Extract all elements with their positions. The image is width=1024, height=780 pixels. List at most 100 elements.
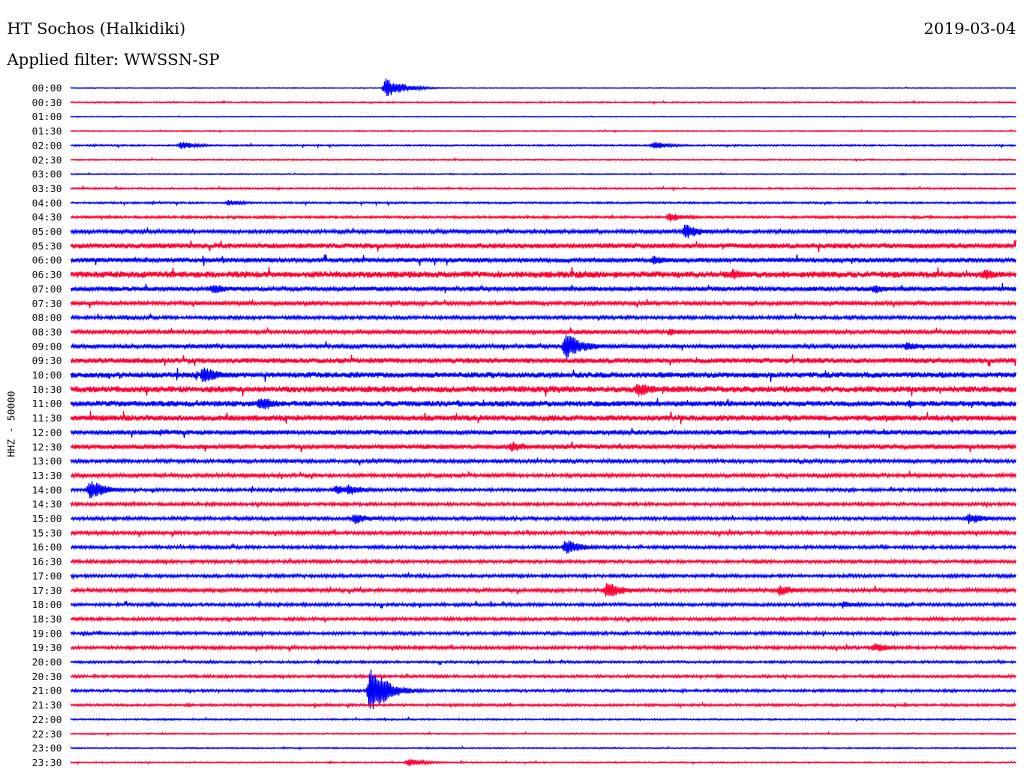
trace-2100 xyxy=(70,669,1017,710)
row-label: 11:00 xyxy=(32,399,62,410)
trace-1900 xyxy=(70,629,1017,638)
row-label: 12:00 xyxy=(32,428,62,439)
row-label: 00:30 xyxy=(32,98,62,109)
row-label: 01:30 xyxy=(32,127,62,138)
row-label: 19:30 xyxy=(32,643,62,654)
trace-1030 xyxy=(70,383,1017,397)
row-label: 04:30 xyxy=(32,213,62,224)
row-label: 06:00 xyxy=(32,256,62,267)
trace-2230 xyxy=(70,730,1017,737)
row-label: 01:00 xyxy=(32,112,62,123)
trace-0430 xyxy=(70,213,1017,222)
trace-1630 xyxy=(70,557,1017,566)
row-label: 17:00 xyxy=(32,571,62,582)
row-label: 06:30 xyxy=(32,270,62,281)
row-label: 16:00 xyxy=(32,543,62,554)
trace-1000 xyxy=(70,367,1017,383)
row-label: 17:30 xyxy=(32,586,62,597)
trace-0630 xyxy=(70,266,1017,280)
trace-0600 xyxy=(70,254,1017,267)
trace-1100 xyxy=(70,398,1017,410)
trace-0230 xyxy=(70,156,1017,163)
row-label: 23:30 xyxy=(32,758,62,769)
row-label: 02:00 xyxy=(32,141,62,152)
row-label: 21:30 xyxy=(32,701,62,712)
row-label: 07:30 xyxy=(32,299,62,310)
row-label: 10:00 xyxy=(32,371,62,382)
trace-0900 xyxy=(70,335,1017,360)
row-label: 12:30 xyxy=(32,442,62,453)
row-label: 21:00 xyxy=(32,686,62,697)
row-label: 23:00 xyxy=(32,744,62,755)
trace-1600 xyxy=(70,540,1017,554)
row-label: 20:00 xyxy=(32,658,62,669)
trace-0300 xyxy=(70,171,1017,177)
row-label: 20:30 xyxy=(32,672,62,683)
row-label: 09:30 xyxy=(32,356,62,367)
trace-2030 xyxy=(70,672,1017,681)
trace-0830 xyxy=(70,327,1017,336)
station-title: HT Sochos (Halkidiki) xyxy=(7,19,186,38)
trace-2330 xyxy=(70,758,1017,767)
trace-0400 xyxy=(70,199,1017,207)
trace-0000 xyxy=(70,78,1017,97)
row-label: 14:00 xyxy=(32,485,62,496)
trace-1230 xyxy=(70,441,1017,453)
traces xyxy=(70,78,1017,767)
row-label: 02:30 xyxy=(32,155,62,166)
trace-1830 xyxy=(70,615,1017,623)
row-label: 19:00 xyxy=(32,629,62,640)
row-label: 18:00 xyxy=(32,600,62,611)
trace-1300 xyxy=(70,457,1017,466)
trace-1500 xyxy=(70,513,1017,525)
row-label: 13:00 xyxy=(32,457,62,468)
row-label: 03:00 xyxy=(32,170,62,181)
row-label: 22:00 xyxy=(32,715,62,726)
trace-0700 xyxy=(70,283,1017,294)
row-label: 05:00 xyxy=(32,227,62,238)
trace-0130 xyxy=(70,128,1017,134)
trace-0930 xyxy=(70,354,1017,367)
row-label: 16:30 xyxy=(32,557,62,568)
row-label: 08:00 xyxy=(32,313,62,324)
trace-1400 xyxy=(70,481,1017,499)
row-label: 04:00 xyxy=(32,198,62,209)
trace-0100 xyxy=(70,115,1017,119)
row-label: 15:30 xyxy=(32,528,62,539)
row-label: 09:00 xyxy=(32,342,62,353)
trace-1730 xyxy=(70,583,1017,597)
trace-0200 xyxy=(70,141,1017,150)
trace-2130 xyxy=(70,701,1017,710)
row-label: 11:30 xyxy=(32,414,62,425)
trace-1430 xyxy=(70,500,1017,509)
row-label: 03:30 xyxy=(32,184,62,195)
time-labels: 00:00 00:30 01:00 01:30 02:00 02:30 03:00 03:30… xyxy=(32,84,62,769)
row-label: 14:30 xyxy=(32,500,62,511)
row-label: 10:30 xyxy=(32,385,62,396)
trace-1330 xyxy=(70,470,1017,480)
trace-0800 xyxy=(70,313,1017,322)
trace-1530 xyxy=(70,529,1017,538)
row-label: 13:30 xyxy=(32,471,62,482)
trace-1200 xyxy=(70,428,1017,439)
trace-0330 xyxy=(70,184,1017,192)
trace-0030 xyxy=(70,99,1017,106)
row-label: 18:30 xyxy=(32,614,62,625)
trace-1800 xyxy=(70,600,1017,609)
trace-1700 xyxy=(70,572,1017,580)
date-label: 2019-03-04 xyxy=(923,19,1016,38)
trace-2300 xyxy=(70,745,1017,751)
row-label: 22:30 xyxy=(32,729,62,740)
trace-0530 xyxy=(70,239,1017,253)
trace-0500 xyxy=(70,224,1017,239)
row-label: 15:00 xyxy=(32,514,62,525)
trace-1930 xyxy=(70,643,1017,652)
trace-2200 xyxy=(70,715,1017,723)
trace-1130 xyxy=(70,410,1017,425)
filter-label: Applied filter: WWSSN-SP xyxy=(7,50,220,69)
row-label: 05:30 xyxy=(32,241,62,252)
row-label: 08:30 xyxy=(32,327,62,338)
row-label: 00:00 xyxy=(32,84,62,95)
trace-0730 xyxy=(70,298,1017,309)
